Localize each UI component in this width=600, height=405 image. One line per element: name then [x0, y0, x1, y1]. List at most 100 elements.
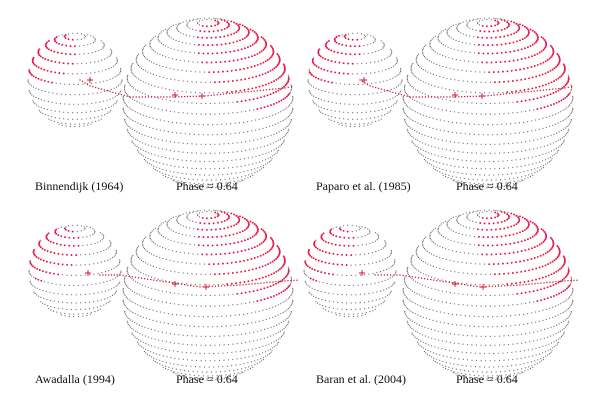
primary-star-surface-dot — [550, 150, 553, 152]
primary-star-spot-dot — [280, 99, 283, 102]
secondary-star-surface-dot — [55, 102, 57, 104]
orbit-trace-dot — [168, 281, 170, 284]
primary-star-surface-dot — [429, 264, 432, 266]
primary-star-surface-dot — [542, 153, 544, 155]
primary-star-surface-dot — [520, 141, 523, 143]
primary-star-surface-dot — [474, 71, 476, 73]
primary-star-surface-dot — [222, 352, 224, 354]
secondary-star-surface-dot — [95, 82, 97, 84]
primary-star-surface-dot — [283, 141, 285, 143]
primary-star-surface-dot — [139, 123, 142, 125]
primary-star-spot-dot — [508, 42, 511, 45]
primary-star-surface-dot — [493, 160, 495, 163]
secondary-star-surface-dot — [345, 93, 347, 96]
primary-star-surface-dot — [185, 181, 187, 183]
primary-star-spot-dot — [269, 261, 272, 264]
primary-star-surface-dot — [494, 113, 496, 115]
primary-star-surface-dot — [150, 47, 152, 49]
primary-star-spot-dot — [272, 52, 275, 54]
primary-star-surface-dot — [543, 145, 545, 147]
secondary-star-surface-dot — [100, 40, 102, 42]
primary-star-surface-dot — [560, 130, 562, 132]
primary-star-surface-dot — [499, 18, 501, 20]
primary-star-surface-dot — [290, 113, 292, 115]
primary-star-spot-dot — [519, 39, 521, 42]
primary-star-spot-dot — [251, 268, 254, 271]
secondary-star-surface-dot — [115, 57, 117, 59]
secondary-star-surface-dot — [90, 62, 92, 64]
secondary-star-surface-dot — [115, 62, 117, 65]
primary-star-surface-dot — [214, 152, 216, 154]
primary-star-surface-dot — [185, 34, 187, 36]
primary-star-spot-dot — [544, 72, 547, 75]
primary-star-spot-dot — [526, 34, 529, 37]
secondary-star-surface-dot — [106, 280, 108, 282]
secondary-star-spot-dot — [332, 252, 335, 255]
secondary-star-surface-dot — [395, 101, 397, 103]
orbit-trace-dot — [219, 93, 222, 96]
primary-star-surface-dot — [225, 123, 227, 125]
primary-star-surface-dot — [158, 339, 160, 341]
primary-star-surface-dot — [571, 111, 573, 113]
primary-star-surface-dot — [466, 143, 469, 145]
orbit-trace-dot — [178, 96, 180, 98]
primary-star-surface-dot — [147, 349, 149, 352]
primary-star-spot-dot — [558, 249, 561, 252]
secondary-star-spot-dot — [47, 59, 50, 62]
primary-star-surface-dot — [167, 28, 169, 30]
primary-star-surface-dot — [154, 361, 156, 363]
primary-star-surface-dot — [222, 283, 224, 285]
secondary-star-surface-dot — [384, 240, 386, 242]
primary-star-spot-dot — [278, 57, 281, 60]
orbit-trace-dot — [86, 83, 89, 86]
secondary-star-spot-dot — [327, 241, 330, 244]
primary-star-surface-dot — [488, 284, 490, 286]
secondary-star-surface-dot — [116, 94, 118, 97]
primary-star-spot-dot — [245, 35, 248, 38]
primary-star-surface-dot — [189, 27, 191, 29]
primary-star-surface-dot — [255, 129, 257, 131]
secondary-star-surface-dot — [114, 103, 116, 105]
orbit-trace-dot — [508, 92, 511, 95]
primary-star-spot-dot — [546, 297, 549, 300]
secondary-star-surface-dot — [29, 91, 31, 93]
secondary-star-spot-dot — [318, 248, 321, 251]
orbit-trace-dot — [180, 283, 183, 285]
secondary-star-surface-dot — [311, 85, 313, 87]
secondary-star-surface-dot — [372, 310, 374, 312]
primary-star-surface-dot — [168, 89, 171, 91]
primary-star-surface-dot — [404, 312, 406, 314]
secondary-star-spot-dot — [331, 81, 334, 84]
primary-star-surface-dot — [202, 211, 204, 213]
primary-star-surface-dot — [511, 159, 513, 161]
primary-star-spot-dot — [536, 52, 539, 55]
secondary-star-surface-dot — [385, 107, 387, 110]
secondary-star-surface-dot — [367, 44, 369, 46]
secondary-star-surface-dot — [66, 308, 68, 310]
secondary-star-surface-dot — [365, 72, 367, 75]
primary-star-surface-dot — [455, 23, 457, 25]
primary-star-surface-dot — [151, 240, 153, 242]
primary-star-surface-dot — [277, 122, 279, 124]
secondary-star-surface-dot — [395, 57, 397, 59]
primary-star-surface-dot — [439, 64, 441, 67]
primary-star-surface-dot — [129, 276, 131, 278]
secondary-star-surface-dot — [363, 45, 365, 47]
primary-star-surface-dot — [136, 131, 138, 133]
primary-star-surface-dot — [124, 295, 126, 297]
primary-star-surface-dot — [462, 293, 464, 295]
primary-star-surface-dot — [492, 185, 494, 188]
secondary-star-spot-dot — [39, 258, 42, 261]
primary-star-surface-dot — [465, 352, 467, 354]
secondary-star-spot-dot — [66, 253, 68, 256]
primary-star-surface-dot — [138, 294, 140, 296]
secondary-star-surface-dot — [76, 118, 78, 120]
primary-star-surface-dot — [150, 40, 152, 42]
primary-star-surface-dot — [498, 305, 501, 307]
primary-star-surface-dot — [290, 312, 292, 314]
primary-star-surface-dot — [426, 353, 428, 355]
secondary-star-surface-dot — [85, 118, 87, 120]
primary-star-surface-dot — [202, 134, 204, 136]
primary-star-surface-dot — [423, 350, 426, 353]
primary-star-surface-dot — [463, 369, 465, 372]
